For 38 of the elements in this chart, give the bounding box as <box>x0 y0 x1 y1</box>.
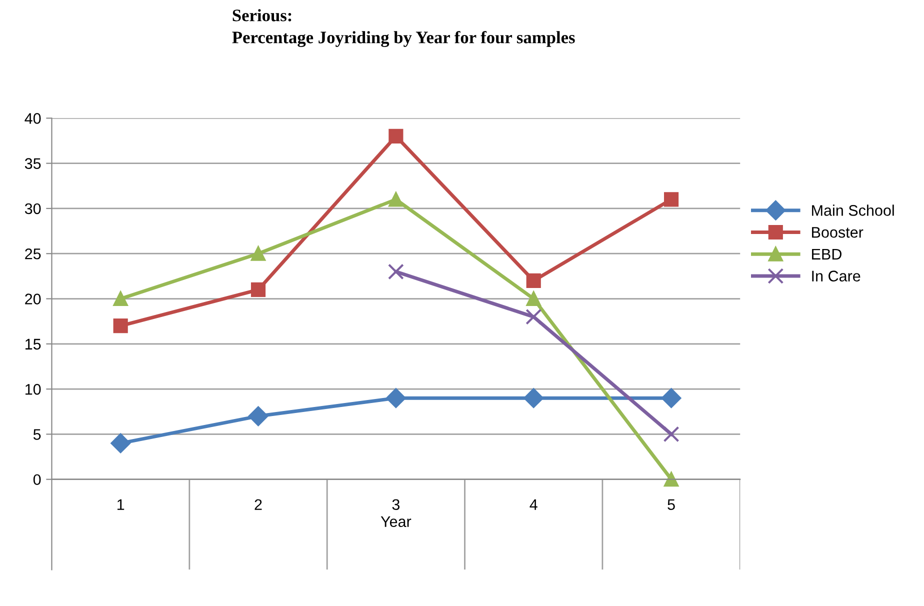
point <box>386 388 406 408</box>
legend-label: EBD <box>812 248 842 260</box>
point <box>526 291 541 306</box>
point <box>526 308 542 325</box>
y-tick-label: 5 <box>33 429 41 440</box>
x-tick-label: 2 <box>254 499 262 510</box>
point <box>388 264 404 280</box>
x-axis-title: Year <box>380 516 412 528</box>
y-tick-label: 25 <box>25 248 41 260</box>
y-tick-label: 10 <box>26 384 41 395</box>
y-tick-label: 0 <box>33 474 41 486</box>
legend-label: Main School <box>812 204 894 216</box>
x-tick-label: 5 <box>668 499 675 510</box>
legend-label: Booster <box>812 227 864 238</box>
y-tick-label: 30 <box>24 203 41 214</box>
point <box>113 291 128 306</box>
chart-title: Serious: Percentage Joyriding by Year for four samples <box>232 9 575 47</box>
x-tick-label: 1 <box>118 499 124 510</box>
y-tick-label: 40 <box>24 113 41 124</box>
y-tick-label: 35 <box>24 158 41 170</box>
point <box>664 192 679 207</box>
y-tick-label: 15 <box>26 338 41 350</box>
x-tick-label: 4 <box>530 499 538 510</box>
point <box>110 433 130 454</box>
x-tick-label: 3 <box>392 499 400 510</box>
point <box>663 426 680 442</box>
point <box>524 388 544 408</box>
point <box>661 388 682 408</box>
legend-label: In Care <box>812 270 860 282</box>
point <box>388 128 404 144</box>
point <box>248 406 268 426</box>
point <box>388 192 404 207</box>
y-tick-label: 20 <box>25 294 41 304</box>
point <box>664 472 679 487</box>
point <box>250 246 266 261</box>
point <box>526 273 541 288</box>
point <box>250 282 266 298</box>
point <box>113 318 128 334</box>
